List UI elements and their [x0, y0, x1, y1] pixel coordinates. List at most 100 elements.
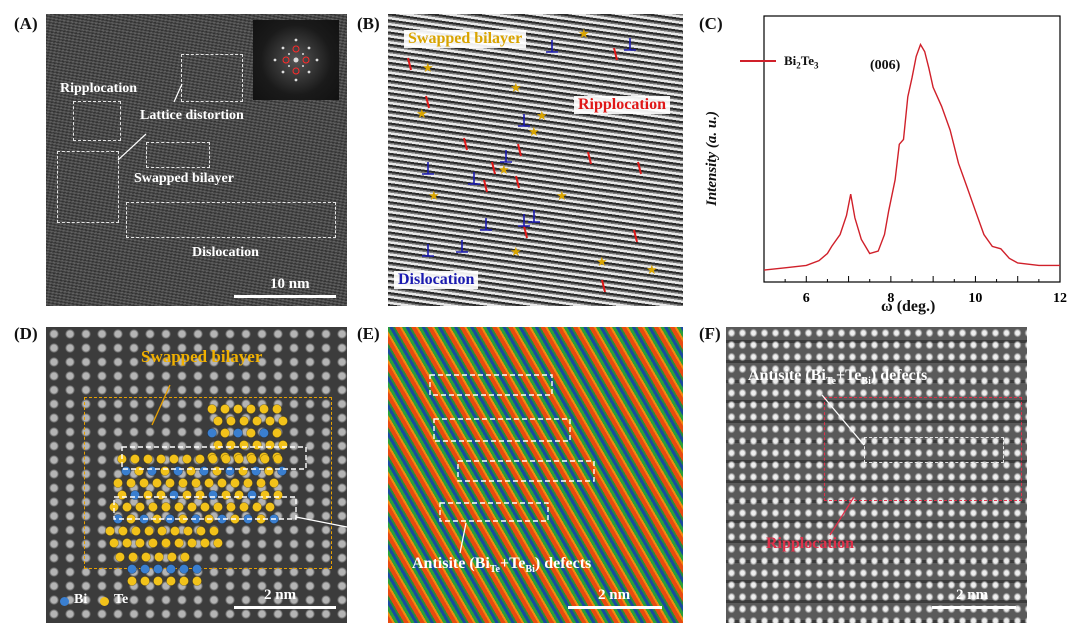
swapped-star-marker: ★	[422, 61, 434, 76]
ripplocation-marker	[587, 151, 592, 165]
panel-d-image: Swapped bilayer Bi Te 2 nm	[46, 327, 347, 623]
te-atom	[278, 440, 288, 450]
scale-label-a: 10 nm	[270, 276, 310, 292]
panel-e-image: Antisite (BiTe+TeBi) defects 2 nm	[388, 327, 683, 623]
box-ripplocation	[73, 101, 121, 141]
te-atom	[156, 454, 166, 464]
antisite-box-1	[121, 446, 307, 470]
te-atom	[195, 454, 205, 464]
te-atom	[161, 538, 171, 548]
te-atom	[156, 490, 166, 500]
te-atom	[143, 454, 153, 464]
label-swapped-bilayer-b: Swapped bilayer	[404, 30, 527, 48]
swapped-star-marker: ★	[536, 109, 548, 124]
swapped-bilayer-title: Swapped bilayer	[141, 347, 263, 366]
panel-label-c: (C)	[699, 14, 723, 33]
te-atom	[213, 416, 223, 426]
swapped-star-marker: ★	[416, 107, 428, 122]
te-atom	[140, 576, 150, 586]
te-atom	[238, 466, 248, 476]
te-atom	[154, 552, 164, 562]
bi-atom	[208, 490, 218, 500]
te-atom	[230, 478, 240, 488]
te-atom	[178, 478, 188, 488]
swapped-star-marker: ★	[578, 27, 590, 42]
panel-f-arrows	[821, 394, 865, 536]
antisite-e-sub2: Bi	[525, 564, 535, 576]
panel-label-e: (E)	[357, 324, 380, 343]
te-atom	[220, 428, 230, 438]
te-atom	[183, 526, 193, 536]
antisite-f-mid: +Te	[835, 367, 862, 384]
te-atom	[221, 490, 231, 500]
antisite-e-mid: +Te	[499, 555, 526, 572]
te-atom	[148, 502, 158, 512]
te-atom	[118, 526, 128, 536]
legend-bi-label: Bi	[74, 592, 88, 607]
te-atom	[272, 428, 282, 438]
antisite-f-suffix: ) defects	[870, 367, 928, 384]
scale-bar-a	[234, 295, 336, 298]
te-atom	[191, 478, 201, 488]
te-atom	[217, 478, 227, 488]
te-atom	[187, 538, 197, 548]
antisite-e-prefix: Antisite (Bi	[412, 555, 490, 572]
te-atom	[167, 552, 177, 562]
te-atom	[213, 440, 223, 450]
ripplocation-marker	[483, 179, 488, 193]
te-atom	[126, 478, 136, 488]
bi-atom	[259, 428, 269, 438]
x-axis-label: ω (deg.)	[881, 298, 936, 315]
te-atom	[144, 526, 154, 536]
x-tick-label: 6	[803, 291, 810, 306]
ripplocation-marker	[515, 175, 520, 189]
te-atom	[234, 490, 244, 500]
panel-b-markers: ★★★★ ★★★★ ★★★★	[407, 27, 658, 293]
te-atom	[207, 404, 217, 414]
te-atom	[234, 454, 244, 464]
te-atom	[161, 502, 171, 512]
bi-atom	[199, 466, 209, 476]
panel-a-arrows	[117, 83, 183, 161]
te-atom	[208, 454, 218, 464]
te-atom	[182, 454, 192, 464]
dislocation-marker	[500, 150, 512, 163]
te-atom	[221, 454, 231, 464]
panel-label-f: (F)	[699, 324, 721, 343]
y-axis-label: Intensity (a. u.)	[704, 111, 721, 206]
te-atom	[226, 416, 236, 426]
ripplocation-marker	[613, 47, 618, 61]
fft-inset	[253, 20, 339, 100]
te-atom	[273, 454, 283, 464]
bi-atom	[166, 564, 176, 574]
te-atom	[160, 466, 170, 476]
te-atom	[269, 478, 279, 488]
ripplocation-marker	[637, 161, 642, 175]
bi-atom	[153, 564, 163, 574]
legend-sub-1: 2	[796, 60, 801, 71]
te-atom	[265, 416, 275, 426]
te-atom	[165, 478, 175, 488]
ripplocation-marker	[491, 161, 496, 175]
antisite-box-e1	[429, 374, 553, 396]
panel-c-chart: 6 8 10 12 Bi2Te3 (006) Intensity (a. u.) ω …	[700, 14, 1068, 320]
te-atom	[226, 440, 236, 450]
panel-label-b: (B)	[357, 14, 380, 33]
bi-atom	[127, 564, 137, 574]
te-atom	[252, 502, 262, 512]
ripplocation-marker	[523, 225, 528, 239]
legend-te: Te	[800, 53, 815, 68]
ripplocation-marker	[407, 57, 412, 71]
te-atom	[278, 416, 288, 426]
te-atom	[186, 466, 196, 476]
legend-label: Bi2Te3	[784, 53, 819, 71]
bi-atom	[130, 490, 140, 500]
te-atom	[134, 466, 144, 476]
antisite-label-f: Antisite (BiTe+TeBi) defects	[748, 367, 927, 387]
bi-atom	[173, 466, 183, 476]
te-atom	[109, 538, 119, 548]
bi-atom	[233, 428, 243, 438]
swapped-arrow	[151, 384, 171, 426]
ripplocation-marker	[601, 279, 606, 293]
te-atom	[233, 404, 243, 414]
